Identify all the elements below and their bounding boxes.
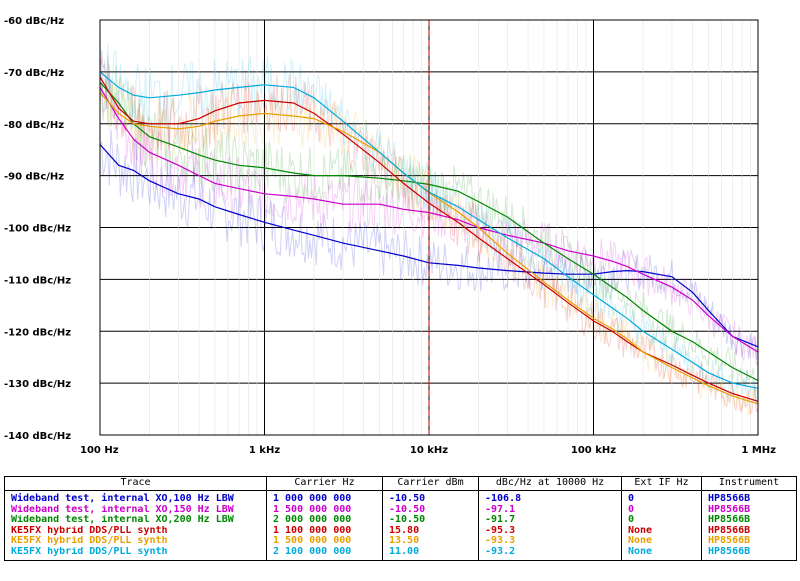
cell-trace: Wideband test, internal XO,150 Hz LBW	[4, 504, 267, 515]
cell-instrument: HP8566B	[701, 546, 797, 561]
cell-instrument: HP8566B	[701, 515, 797, 526]
y-tick-label: -70 dBc/Hz	[4, 68, 64, 79]
y-tick-label: -140 dBc/Hz	[4, 431, 71, 442]
y-tick-label: -90 dBc/Hz	[4, 172, 64, 183]
raw-noise-trace	[99, 50, 759, 415]
raw-noise-trace	[99, 64, 759, 394]
cell-ext-if: 0	[621, 515, 702, 526]
cell-ext-if: None	[621, 536, 702, 547]
cell-carrier-hz: 1 000 000 000	[266, 490, 383, 505]
cell-ext-if: 0	[621, 490, 702, 505]
table-row: KE5FX hybrid DDS/PLL synth 2 100 000 000 1…	[4, 546, 797, 561]
cell-carrier-hz: 2 100 000 000	[266, 546, 383, 561]
header-ext-if: Ext IF Hz	[621, 476, 702, 491]
cell-instrument: HP8566B	[701, 536, 797, 547]
y-tick-label: -80 dBc/Hz	[4, 120, 64, 131]
x-tick-label: 100 kHz	[571, 445, 616, 456]
header-trace: Trace	[4, 476, 267, 491]
cell-dbc: -93.2	[478, 546, 622, 561]
cell-instrument: HP8566B	[701, 525, 797, 536]
x-tick-label: 100 Hz	[80, 445, 119, 456]
cell-dbc: -93.3	[478, 536, 622, 547]
table-row: Wideband test, internal XO,200 Hz LBW 2 0…	[4, 515, 797, 526]
raw-noise-trace	[99, 129, 759, 360]
cell-instrument: HP8566B	[701, 490, 797, 505]
header-carrier-dbm: Carrier dBm	[382, 476, 479, 491]
cell-carrier-hz: 2 000 000 000	[266, 515, 383, 526]
x-tick-label: 10 kHz	[410, 445, 448, 456]
x-tick-label: 1 MHz	[741, 445, 776, 456]
plot-frame	[99, 19, 759, 436]
cell-carrier-dbm: -10.50	[382, 515, 479, 526]
cell-carrier-hz: 1 500 000 000	[266, 536, 383, 547]
cell-dbc: -106.8	[478, 490, 622, 505]
header-carrier-hz: Carrier Hz	[266, 476, 383, 491]
cell-trace: KE5FX hybrid DDS/PLL synth	[4, 536, 267, 547]
y-tick-label: -100 dBc/Hz	[4, 224, 71, 235]
table-row: KE5FX hybrid DDS/PLL synth 1 100 000 000 1…	[4, 525, 797, 536]
cell-trace: Wideband test, internal XO,200 Hz LBW	[4, 515, 267, 526]
cell-instrument: HP8566B	[701, 504, 797, 515]
cell-carrier-dbm: 15.80	[382, 525, 479, 536]
cell-dbc: -95.3	[478, 525, 622, 536]
trace-table: Trace Carrier Hz Carrier dBm dBc/Hz at 1…	[4, 476, 797, 561]
x-tick-label: 1 kHz	[249, 445, 280, 456]
cell-carrier-dbm: -10.50	[382, 504, 479, 515]
cell-carrier-hz: 1 500 000 000	[266, 504, 383, 515]
phase-noise-chart: -60 dBc/Hz -70 dBc/Hz -80 dBc/Hz -90 dBc/Hz…	[4, 16, 776, 456]
y-tick-label: -60 dBc/Hz	[4, 16, 64, 27]
cell-carrier-dbm: 13.50	[382, 536, 479, 547]
cell-carrier-dbm: -10.50	[382, 490, 479, 505]
table-row: Wideband test, internal XO,150 Hz LBW 1 5…	[4, 504, 797, 515]
table-row: KE5FX hybrid DDS/PLL synth 1 500 000 000 1…	[4, 536, 797, 547]
cell-ext-if: 0	[621, 504, 702, 515]
table-row: Wideband test, internal XO,100 Hz LBW 1 0…	[4, 490, 797, 505]
y-tick-label: -120 dBc/Hz	[4, 327, 71, 338]
cell-dbc: -97.1	[478, 504, 622, 515]
raw-noise-trace	[99, 58, 759, 366]
y-tick-label: -130 dBc/Hz	[4, 379, 71, 390]
cell-trace: KE5FX hybrid DDS/PLL synth	[4, 525, 267, 536]
tick-labels: -60 dBc/Hz -70 dBc/Hz -80 dBc/Hz -90 dBc/Hz…	[4, 16, 776, 456]
header-instrument: Instrument	[701, 476, 797, 491]
y-tick-label: -110 dBc/Hz	[4, 275, 71, 286]
cell-dbc: -91.7	[478, 515, 622, 526]
cell-trace: KE5FX hybrid DDS/PLL synth	[4, 546, 267, 561]
cell-carrier-hz: 1 100 000 000	[266, 525, 383, 536]
table-header-row: Trace Carrier Hz Carrier dBm dBc/Hz at 1…	[4, 476, 797, 491]
cell-carrier-dbm: 11.00	[382, 546, 479, 561]
header-dbc-at-offset: dBc/Hz at 10000 Hz	[478, 476, 622, 491]
cell-ext-if: None	[621, 525, 702, 536]
cell-ext-if: None	[621, 546, 702, 561]
cell-trace: Wideband test, internal XO,100 Hz LBW	[4, 490, 267, 505]
